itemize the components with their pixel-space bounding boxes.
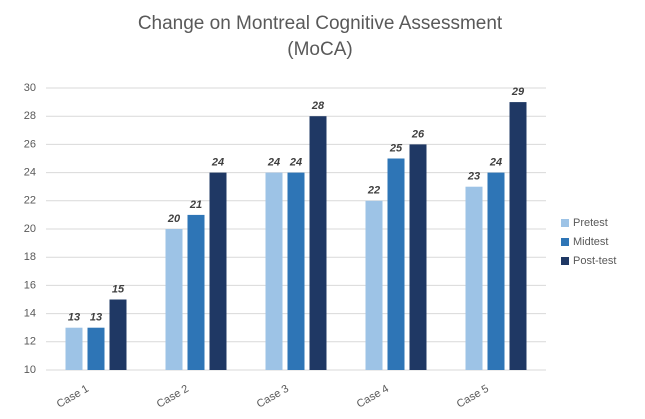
bar [487,172,505,370]
bar [509,102,527,370]
y-tick-label: 26 [24,138,36,150]
bar [265,172,283,370]
bar [209,172,227,370]
y-tick-label: 10 [24,364,36,376]
y-tick-label: 12 [24,336,36,348]
bar [165,229,183,370]
y-tick-label: 24 [24,167,36,179]
bar [187,214,205,370]
value-label: 24 [267,157,280,169]
value-label: 23 [467,171,480,183]
bar [387,158,405,370]
x-tick-label: Case 1 [55,383,91,411]
chart-title: (MoCA) [287,39,352,60]
bar [87,327,105,370]
y-tick-label: 20 [24,223,36,235]
value-label: 20 [167,213,181,225]
value-label: 24 [211,157,224,169]
bar [109,299,127,370]
y-tick-label: 28 [24,110,36,122]
y-tick-label: 18 [24,251,36,263]
value-label: 29 [511,86,525,98]
bar [465,186,483,370]
value-label: 24 [489,157,502,169]
bar [287,172,305,370]
x-tick-label: Case 5 [455,383,491,411]
value-label: 15 [112,283,125,295]
value-label: 13 [68,312,80,324]
value-label: 26 [411,128,425,140]
y-tick-label: 16 [24,279,36,291]
bar [65,327,83,370]
bar [309,116,327,370]
legend-swatch [561,257,569,265]
value-label: 28 [311,100,325,112]
y-tick-label: 30 [24,82,36,94]
value-label: 25 [389,142,403,154]
legend-label: Post-test [573,255,616,267]
x-tick-label: Case 2 [155,383,191,411]
y-tick-label: 22 [24,195,36,207]
legend-swatch [561,219,569,227]
value-label: 22 [367,185,380,197]
x-tick-label: Case 3 [255,383,291,411]
x-tick-label: Case 4 [355,383,391,411]
y-tick-label: 14 [24,308,36,320]
legend-label: Pretest [573,217,608,229]
legend-label: Midtest [573,236,608,248]
value-label: 24 [289,157,302,169]
legend-swatch [561,238,569,246]
value-label: 13 [90,312,102,324]
value-label: 21 [189,199,202,211]
bar [409,144,427,370]
chart-title: Change on Montreal Cognitive Assessment [138,13,503,34]
bar [365,200,383,370]
